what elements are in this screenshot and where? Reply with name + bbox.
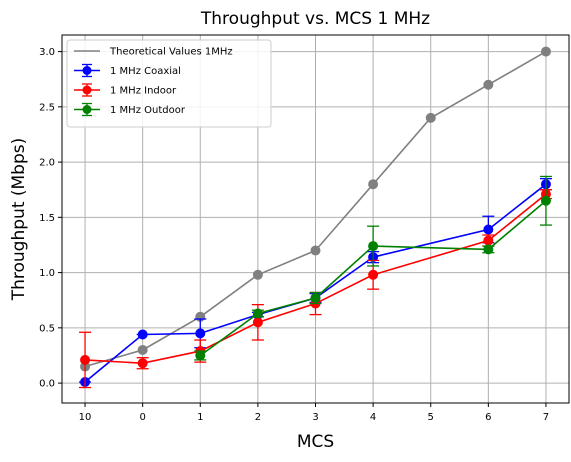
data-point — [368, 179, 379, 190]
data-point — [252, 308, 263, 319]
x-tick-label: 2 — [255, 412, 261, 423]
x-tick-label: 4 — [370, 412, 376, 423]
y-axis-title: Throughput (Mbps) — [9, 138, 29, 302]
x-tick-label: 1 — [197, 412, 203, 423]
legend-entry: Theoretical Values 1MHz — [74, 47, 233, 58]
legend-box — [66, 39, 272, 128]
data-point — [425, 112, 436, 123]
data-point — [540, 195, 551, 206]
series-layer — [79, 46, 552, 389]
x-tick-label: 3 — [312, 412, 318, 423]
y-tick-label: 2.5 — [39, 102, 55, 113]
legend-entry: 1 MHz Coaxial — [74, 63, 181, 78]
ticks: 10 0 1 2 3 4 5 6 7 0.0 0.5 1.0 1.5 2.0 2.5 3.0 — [39, 47, 549, 423]
data-point — [310, 293, 321, 304]
data-point — [368, 241, 379, 252]
data-point — [137, 344, 148, 355]
legend-swatch-marker — [82, 85, 92, 95]
y-tick-label: 1.5 — [39, 213, 55, 224]
legend-label: 1 MHz Outdoor — [110, 105, 186, 116]
data-point — [483, 224, 494, 235]
data-point — [483, 79, 494, 90]
series-line — [84, 193, 547, 365]
series-line — [199, 200, 547, 357]
data-point — [195, 328, 206, 339]
x-tick-label: 7 — [543, 412, 549, 423]
x-tick-label: 5 — [428, 412, 434, 423]
legend-swatch-marker — [82, 105, 92, 114]
x-tick-label: 6 — [485, 412, 491, 423]
data-point — [137, 358, 148, 369]
series-3 — [194, 175, 552, 361]
data-point — [540, 46, 551, 57]
legend-label: 1 MHz Coaxial — [110, 66, 181, 77]
legend-entry: 1 MHz Indoor — [74, 83, 177, 97]
legend: Theoretical Values 1MHz 1 MHz Coaxial 1 MH… — [66, 39, 272, 128]
data-point — [137, 329, 148, 340]
data-point — [252, 269, 263, 280]
y-tick-label: 3.0 — [39, 47, 55, 58]
x-axis-title: MCS — [297, 432, 334, 452]
x-tick-label: 10 — [79, 412, 92, 423]
data-point — [310, 245, 321, 256]
data-point — [80, 354, 91, 365]
data-point — [483, 244, 494, 255]
legend-label: Theoretical Values 1MHz — [109, 47, 233, 58]
y-tick-label: 0.0 — [39, 379, 55, 390]
x-tick-label: 0 — [139, 412, 145, 423]
data-point — [252, 317, 263, 328]
y-tick-label: 0.5 — [39, 323, 55, 334]
data-point — [368, 269, 379, 280]
data-point — [195, 350, 206, 361]
data-point — [483, 235, 494, 246]
y-tick-label: 1.0 — [39, 268, 55, 279]
legend-entry: 1 MHz Outdoor — [74, 102, 186, 117]
y-tick-label: 2.0 — [39, 158, 55, 169]
chart-title: Throughput vs. MCS 1 MHz — [200, 9, 430, 29]
legend-swatch-marker — [82, 66, 92, 75]
legend-label: 1 MHz Indoor — [110, 86, 177, 97]
